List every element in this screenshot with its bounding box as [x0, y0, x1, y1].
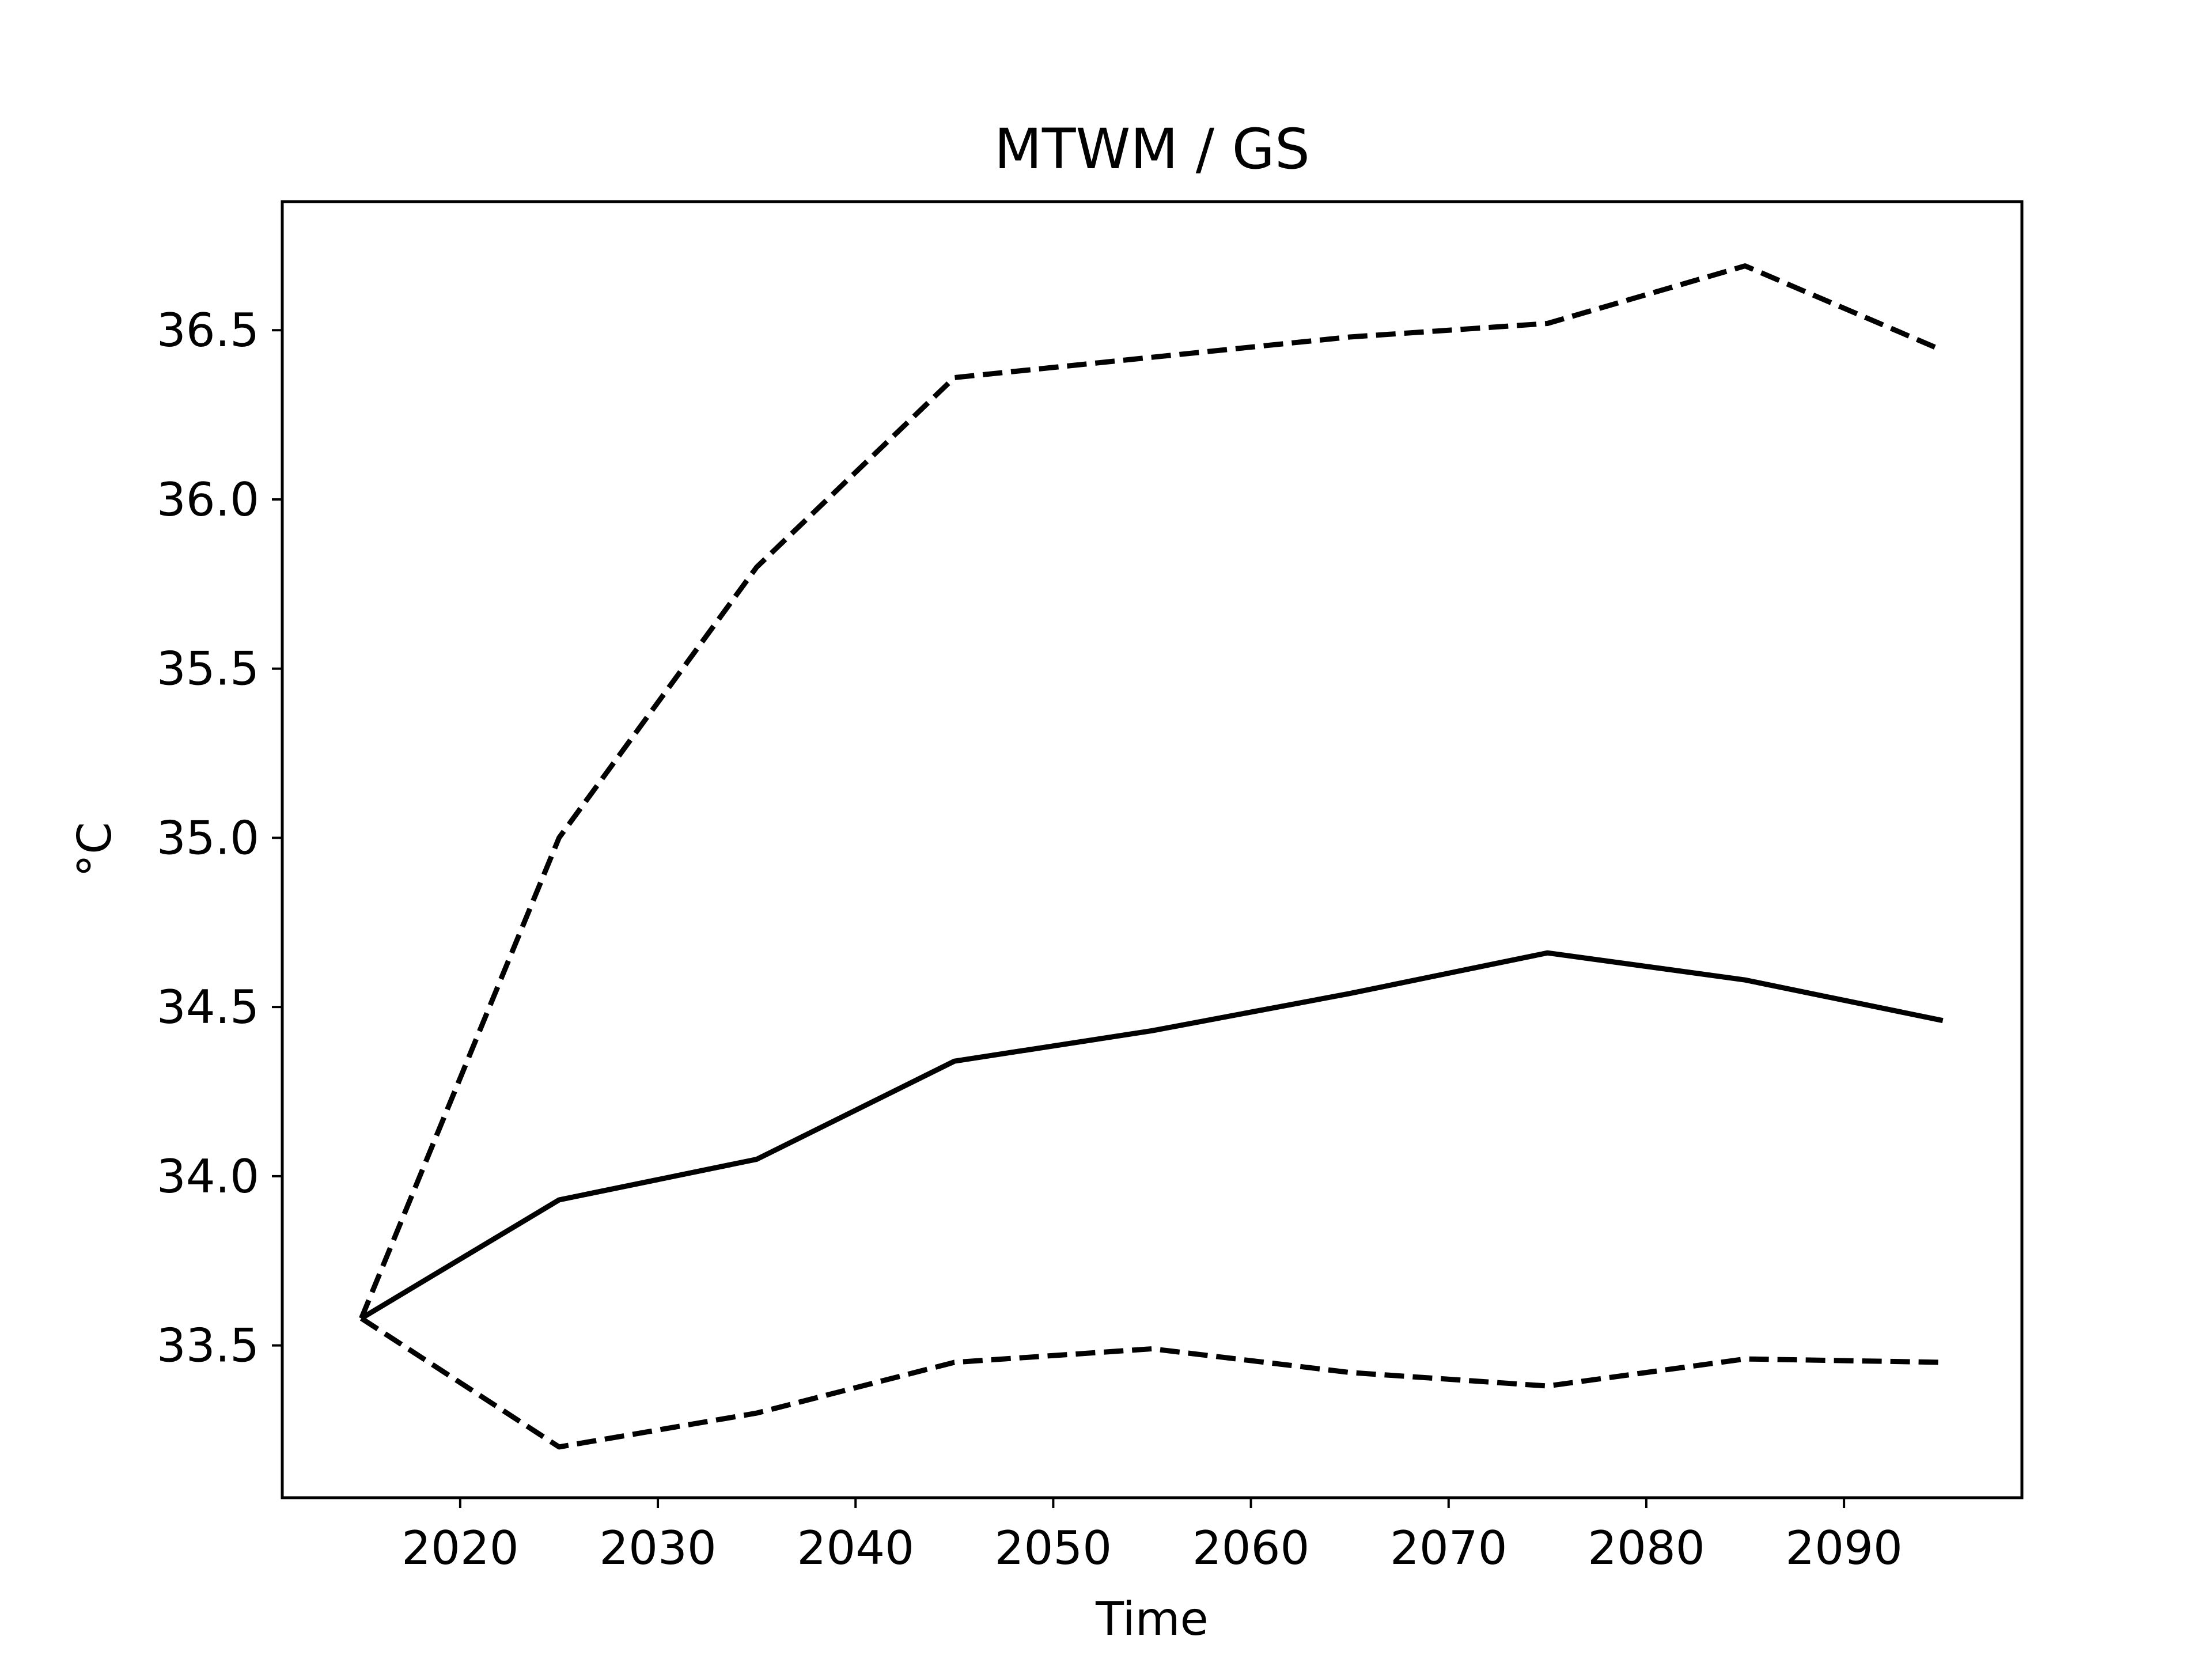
x-tick-label: 2070 [1390, 1521, 1508, 1575]
y-tick-label: 35.0 [157, 811, 259, 865]
y-tick-label: 36.0 [157, 473, 259, 527]
y-axis-ticks: 33.5 34.0 34.5 35.0 35.5 36.0 36.5 [157, 304, 282, 1373]
x-tick-label: 2040 [797, 1521, 914, 1575]
plot-frame [281, 200, 2024, 1499]
series-line-1 [359, 263, 1944, 1320]
series-layer [359, 263, 1944, 1450]
x-axis-label: Time [1095, 1592, 1209, 1646]
x-tick-label: 2020 [402, 1521, 519, 1575]
y-tick-label: 34.0 [157, 1150, 259, 1203]
y-tick-label: 35.5 [157, 642, 259, 696]
y-tick-label: 34.5 [157, 980, 259, 1034]
x-tick-label: 2030 [599, 1521, 717, 1575]
series-line-3 [359, 1316, 1943, 1450]
chart-title: MTWM / GS [994, 117, 1310, 181]
y-axis-label: °C [68, 822, 122, 877]
y-tick-label: 36.5 [157, 304, 259, 357]
x-axis-ticks: 2020 2030 2040 2050 2060 2070 2080 2090 [402, 1498, 1903, 1575]
x-tick-label: 2050 [995, 1521, 1112, 1575]
x-tick-label: 2060 [1192, 1521, 1310, 1575]
x-tick-label: 2090 [1785, 1521, 1903, 1575]
series-line-2 [359, 950, 1944, 1321]
y-tick-label: 33.5 [157, 1319, 259, 1373]
x-tick-label: 2080 [1588, 1521, 1705, 1575]
